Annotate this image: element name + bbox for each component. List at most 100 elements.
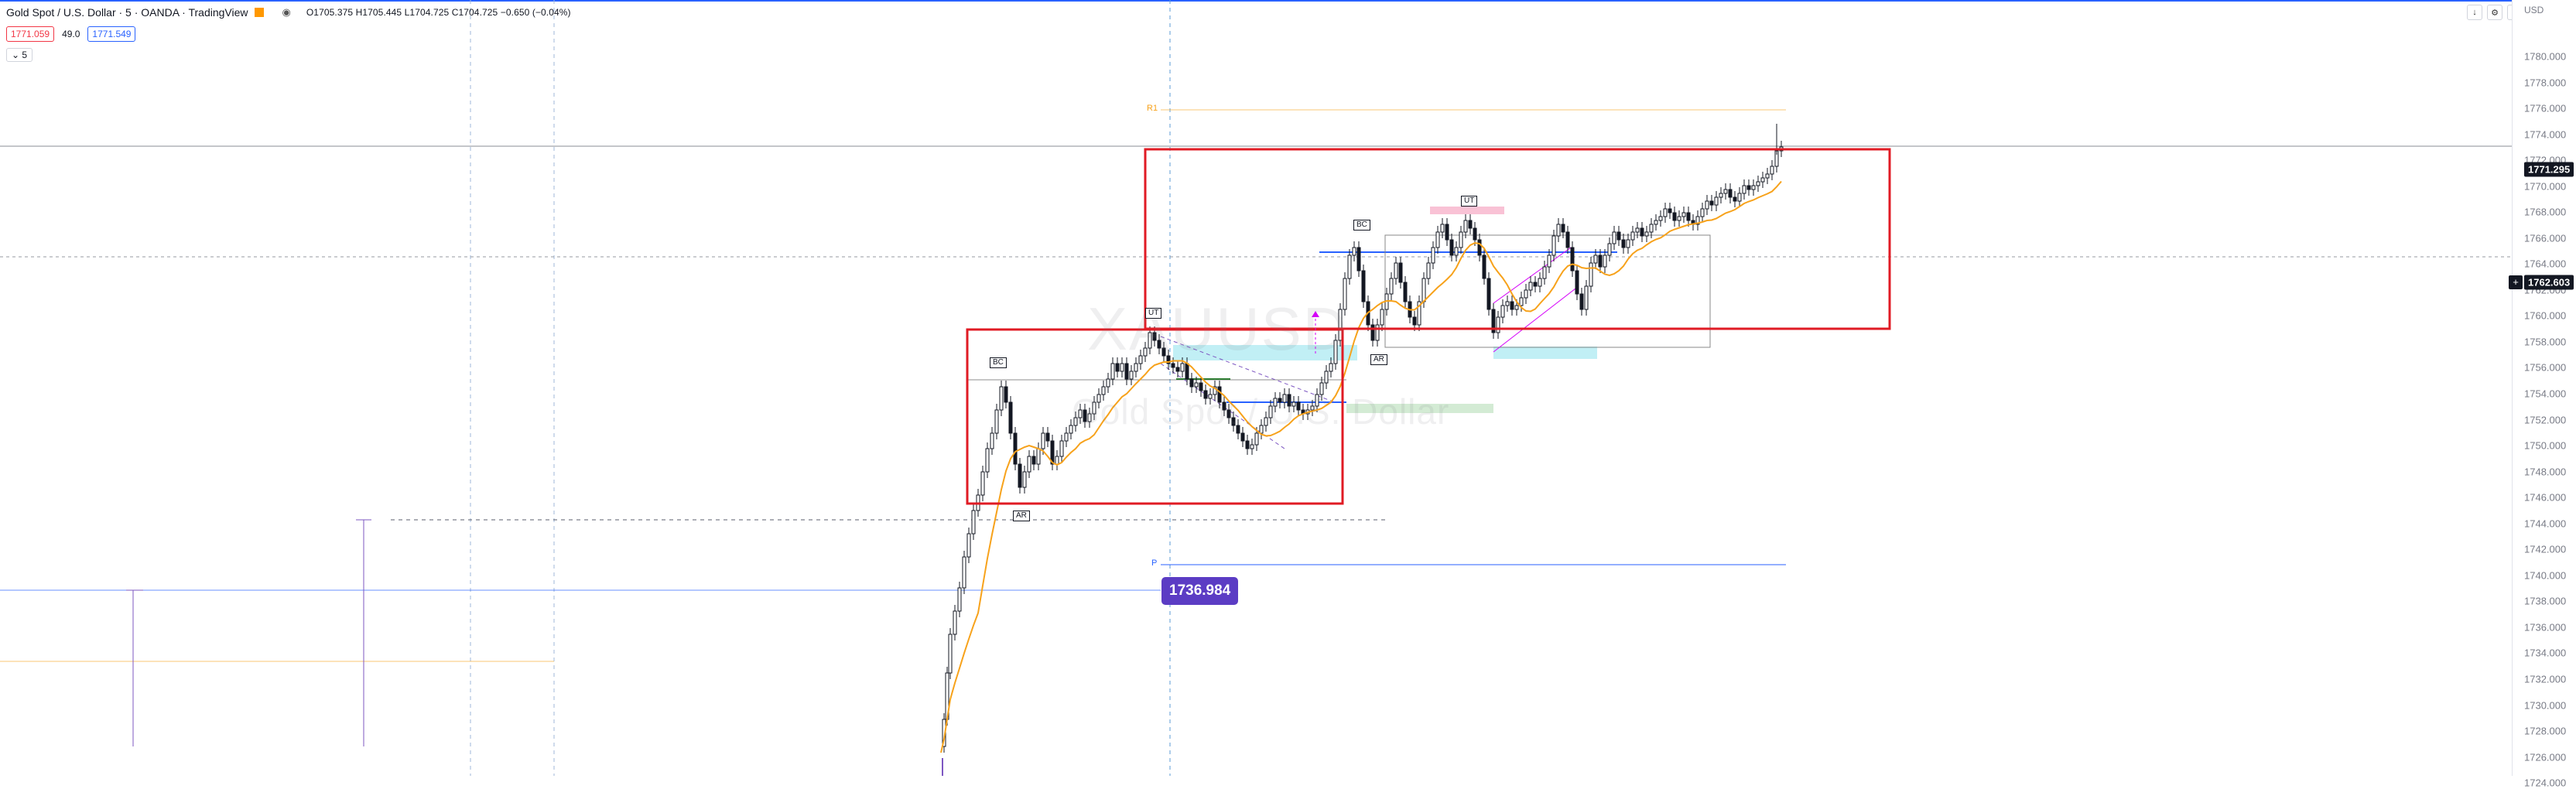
candle-body [1496, 316, 1500, 333]
candle-body [994, 409, 999, 434]
candle-body [1087, 413, 1092, 422]
candle-body [1598, 254, 1603, 268]
symbol-title[interactable]: Gold Spot / U.S. Dollar · 5 · OANDA · Tr… [6, 6, 248, 19]
candle-body [1199, 382, 1203, 391]
wyckoff-label-ar-2[interactable]: AR [1370, 354, 1387, 365]
candle-body [1171, 363, 1175, 368]
candle-body [1148, 332, 1152, 349]
candle-body [1607, 243, 1612, 256]
candle-body [1626, 239, 1630, 248]
candle-body [1059, 440, 1064, 457]
candle-body [1347, 254, 1352, 279]
candle-body [1654, 220, 1658, 225]
axis-tick-label: 1774.000 [2524, 128, 2567, 141]
candle-body [1268, 405, 1273, 418]
candle-body [1579, 293, 1584, 310]
pivot-p-label: P [1151, 558, 1158, 568]
settings-icon[interactable]: ⚙ [2487, 5, 2502, 20]
axis-tick-label: 1758.000 [2524, 336, 2567, 348]
axis-tick-label: 1748.000 [2524, 466, 2567, 478]
candle-body [1175, 367, 1180, 372]
buy-price-button[interactable]: 1771.549 [87, 26, 136, 42]
axis-tick-label: 1726.000 [2524, 751, 2567, 763]
channel-line [1160, 336, 1336, 403]
candle-body [1635, 227, 1640, 233]
indicator-toggle[interactable]: ⌄ 5 [6, 48, 33, 62]
candle-body [1584, 285, 1589, 310]
candle-body [1491, 309, 1496, 333]
candle-body [1375, 324, 1380, 341]
candle-body [1213, 386, 1217, 395]
candle-body [1106, 378, 1110, 388]
candle-body [1435, 231, 1440, 248]
axis-tick-label: 1776.000 [2524, 102, 2567, 114]
candle-body [1231, 417, 1236, 426]
marker-arrow [1312, 311, 1319, 317]
candle-body [1746, 185, 1751, 190]
wyckoff-label-ut[interactable]: UT [1145, 308, 1162, 319]
axis-tick-label: 1752.000 [2524, 414, 2567, 426]
candle-body [1361, 270, 1366, 302]
axis-tick-label: 1734.000 [2524, 647, 2567, 659]
candle-body [1500, 305, 1505, 318]
down-arrow-icon[interactable]: ↓ [2467, 5, 2482, 20]
candle-body [1417, 301, 1421, 326]
candle-body [1296, 401, 1301, 411]
wyckoff-label-ut-2[interactable]: UT [1461, 196, 1478, 207]
candle-body [1370, 324, 1375, 341]
candle-body [1468, 220, 1473, 229]
flag-icon[interactable] [254, 8, 264, 17]
candle-body [1510, 301, 1514, 310]
crosshair-icon[interactable]: + [2509, 275, 2523, 289]
candle-body [1528, 282, 1533, 291]
price-axis[interactable] [2512, 0, 2576, 776]
currency-label[interactable]: USD [2524, 5, 2544, 15]
candle-body [1055, 456, 1059, 465]
candle-body [1733, 196, 1737, 202]
candle-body [1278, 398, 1282, 403]
candle-body [1723, 189, 1728, 194]
price-callout[interactable]: 1736.984 [1161, 577, 1239, 605]
candle-body [1004, 386, 1008, 403]
candle-body [1324, 371, 1329, 384]
candle-body [1538, 278, 1542, 287]
candle-body [1027, 456, 1031, 473]
axis-tick-label: 1746.000 [2524, 491, 2567, 504]
candle-body [1714, 196, 1719, 206]
sell-price-button[interactable]: 1771.059 [6, 26, 55, 42]
candle-body [1473, 227, 1477, 241]
candlestick-series [942, 141, 1784, 753]
candle-body [1208, 394, 1213, 399]
candle-body [1120, 363, 1124, 372]
candle-body [1217, 386, 1222, 403]
axis-tick-label: 1740.000 [2524, 569, 2567, 582]
axis-tick-label: 1744.000 [2524, 517, 2567, 530]
candle-body [1737, 193, 1742, 202]
candle-body [971, 510, 976, 535]
wyckoff-label-bc[interactable]: BC [990, 357, 1007, 368]
candle-body [1273, 398, 1278, 407]
candle-body [1398, 262, 1403, 283]
candle-body [1612, 231, 1616, 244]
candle-body [1343, 278, 1347, 310]
candle-body [1575, 270, 1579, 295]
candle-body [1022, 471, 1027, 488]
eye-icon[interactable]: ◉ [282, 6, 291, 18]
chart-pane[interactable] [0, 0, 2512, 776]
candle-body [1700, 208, 1705, 217]
quote-row: 1771.059 49.0 1771.549 [6, 26, 136, 42]
candle-body [1486, 278, 1491, 310]
axis-tick-label: 1770.000 [2524, 180, 2567, 193]
watermark-symbol: XAUUSD [1087, 295, 1349, 363]
candle-body [1031, 456, 1036, 465]
wyckoff-label-bc-2[interactable]: BC [1353, 220, 1370, 231]
candle-body [953, 610, 957, 635]
candle-body [1709, 200, 1714, 206]
moving-average-line [940, 180, 1782, 753]
channel-line [1493, 247, 1572, 304]
axis-tick-label: 1778.000 [2524, 77, 2567, 89]
candle-body [1222, 401, 1226, 411]
candle-body [1547, 254, 1551, 268]
wyckoff-label-ar[interactable]: AR [1013, 511, 1030, 521]
candle-body [1291, 401, 1296, 407]
